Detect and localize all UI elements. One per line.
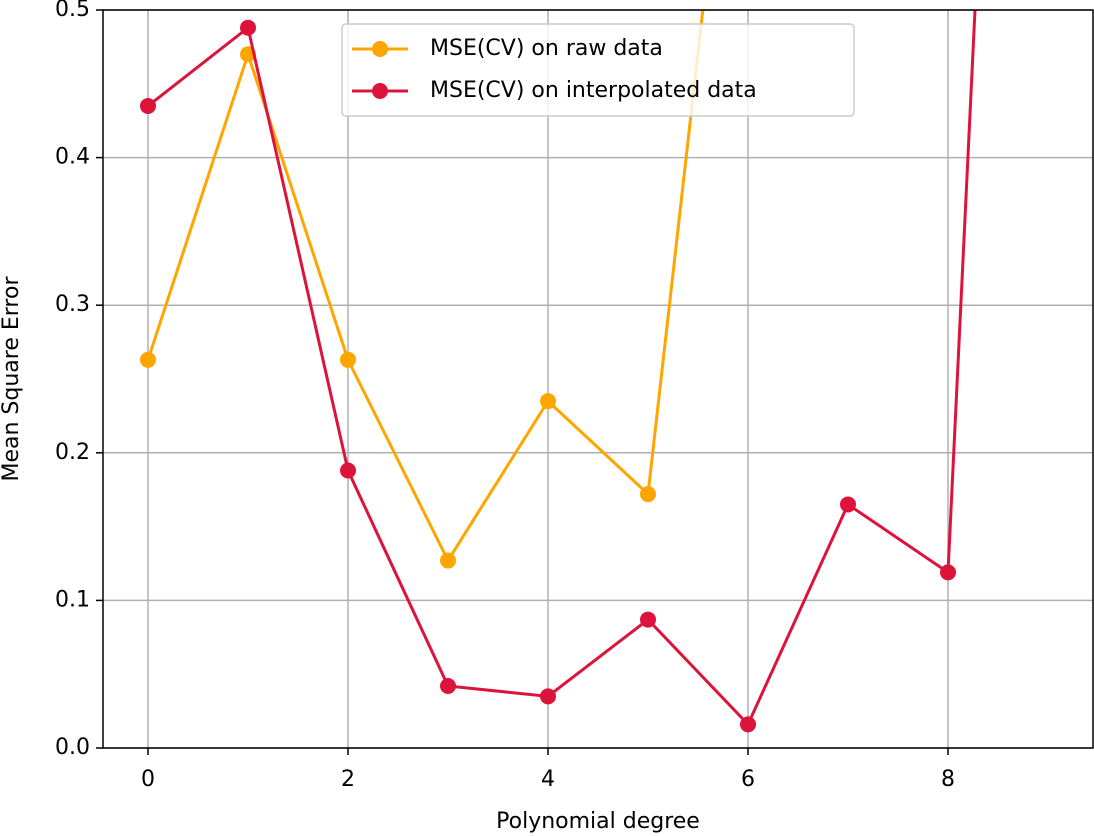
y-tick-label: 0.5 [55,0,90,22]
x-axis-label: Polynomial degree [496,809,700,834]
legend-box [341,23,855,117]
data-point [540,688,556,705]
data-point [440,552,456,569]
data-point [540,393,556,410]
y-tick-label: 0.2 [55,440,90,465]
data-point [440,678,456,695]
ticks: 0 2 4 6 8 0.0 0.1 0.2 0.3 0.4 0.5 [55,0,955,792]
x-tick-label: 2 [341,767,355,792]
data-point [740,716,756,733]
y-tick-label: 0.0 [55,735,90,760]
data-point [340,351,356,368]
legend-label: MSE(CV) on interpolated data [430,78,757,103]
series-line [147,10,977,728]
data-point [940,564,956,581]
y-tick-label: 0.4 [55,145,90,170]
x-tick-label: 8 [941,767,955,792]
y-tick-label: 0.1 [55,587,90,612]
y-axis-label: Mean Square Error [0,276,24,482]
grid [103,9,1093,749]
x-tick-label: 6 [741,767,755,792]
legend: MSE(CV) on raw data MSE(CV) on interpolat… [341,23,855,117]
data-point [240,19,256,36]
data-point [340,462,356,479]
y-tick-label: 0.3 [55,292,90,317]
data-point [140,97,156,114]
plot-area [140,10,977,733]
axes-frame [102,9,1094,749]
data-point [640,611,656,628]
data-point [140,351,156,368]
data-point [640,486,656,503]
legend-marker [372,41,388,57]
data-point [840,496,856,513]
legend-label: MSE(CV) on raw data [430,36,663,61]
legend-marker [372,83,388,99]
x-tick-label: 4 [541,767,555,792]
x-tick-label: 0 [141,767,155,792]
